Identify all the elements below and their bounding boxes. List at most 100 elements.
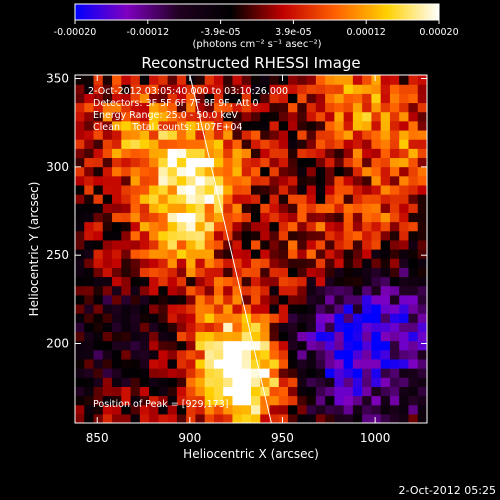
heatmap-cell (278, 230, 289, 241)
heatmap-cell (167, 404, 178, 415)
heatmap-cell (399, 340, 410, 351)
heatmap-cell (167, 148, 178, 159)
heatmap-cell (176, 120, 187, 131)
heatmap-cell (93, 75, 104, 85)
heatmap-cell (269, 75, 280, 85)
heatmap-cell (75, 184, 85, 195)
heatmap-cell (352, 395, 363, 406)
heatmap-cell (139, 303, 150, 314)
heatmap-cell (260, 203, 271, 213)
heatmap-cell (269, 212, 280, 223)
heatmap-cell (297, 157, 308, 168)
heatmap-cell (75, 166, 85, 177)
heatmap-cell (417, 322, 427, 333)
heatmap-cell (223, 139, 234, 149)
heatmap-cell (232, 349, 243, 360)
heatmap-cell (380, 386, 391, 397)
heatmap-cell (75, 175, 85, 186)
heatmap-cell (399, 413, 410, 423)
heatmap-cell (186, 349, 197, 360)
heatmap-cell (112, 377, 122, 387)
heatmap-cell (417, 175, 427, 186)
heatmap-cell (278, 349, 289, 360)
heatmap-cell (325, 276, 335, 287)
heatmap-cell (288, 203, 298, 213)
heatmap-cell (278, 175, 289, 186)
heatmap-cell (102, 331, 113, 342)
heatmap-cell (306, 184, 317, 195)
heatmap-cell (121, 93, 132, 104)
heatmap-cell (260, 276, 271, 287)
heatmap-cell (334, 111, 345, 122)
heatmap-cell (241, 102, 252, 113)
heatmap-cell (121, 148, 132, 159)
heatmap-cell (93, 368, 104, 378)
heatmap-cell (213, 349, 224, 360)
heatmap-cell (121, 203, 132, 213)
heatmap-cell (195, 184, 206, 195)
heatmap-cell (75, 285, 85, 296)
heatmap-cell (297, 377, 308, 387)
heatmap-cell (241, 184, 252, 195)
heatmap-cell (121, 139, 132, 149)
heatmap-cell (278, 102, 289, 113)
heatmap-cell (389, 395, 400, 406)
heatmap-cell (362, 368, 373, 378)
footer-timestamp: 2-Oct-2012 05:25 (399, 484, 496, 497)
heatmap-cell (204, 129, 215, 140)
heatmap-cell (158, 221, 169, 232)
heatmap-cell (251, 184, 261, 195)
heatmap-cell (121, 386, 132, 397)
heatmap-cell (84, 349, 95, 360)
heatmap-cell (343, 368, 354, 378)
heatmap-cell (232, 386, 243, 397)
heatmap-cell (102, 239, 113, 250)
heatmap-cell (130, 258, 141, 268)
heatmap-cell (325, 386, 335, 397)
heatmap-cell (158, 368, 169, 378)
heatmap-cell (213, 322, 224, 333)
heatmap-cell (334, 184, 345, 195)
heatmap-cell (121, 340, 132, 351)
heatmap-cell (417, 157, 427, 168)
heatmap-cell (315, 322, 326, 333)
heatmap-cell (93, 267, 104, 278)
heatmap-cell (84, 184, 95, 195)
heatmap-cell (297, 368, 308, 378)
heatmap-cell (75, 194, 85, 204)
heatmap-cell (241, 148, 252, 159)
heatmap-cell (130, 267, 141, 278)
heatmap-cell (352, 413, 363, 423)
heatmap-cell (195, 386, 206, 397)
heatmap-cell (121, 239, 132, 250)
heatmap-cell (297, 139, 308, 149)
heatmap-cell (399, 212, 410, 223)
heatmap-cell (371, 203, 382, 213)
heatmap-cell (204, 395, 215, 406)
heatmap-cell (399, 221, 410, 232)
heatmap-cell (130, 368, 141, 378)
heatmap-cell (176, 285, 187, 296)
heatmap-cell (204, 303, 215, 314)
heatmap-cell (186, 111, 197, 122)
heatmap-cell (288, 148, 298, 159)
heatmap-cell (195, 313, 206, 323)
heatmap-cell (389, 148, 400, 159)
heatmap-cell (315, 84, 326, 94)
heatmap-cell (325, 377, 335, 387)
heatmap-cell (278, 285, 289, 296)
heatmap-cell (278, 358, 289, 369)
heatmap-cell (176, 157, 187, 168)
heatmap-cell (297, 386, 308, 397)
heatmap-cell (241, 413, 252, 423)
heatmap-cell (362, 148, 373, 159)
heatmap-cell (371, 139, 382, 149)
heatmap-cell (102, 386, 113, 397)
heatmap-cell (121, 413, 132, 423)
heatmap-cell (325, 157, 335, 168)
heatmap-cell (204, 285, 215, 296)
heatmap-cell (288, 377, 298, 387)
heatmap-cell (408, 276, 419, 287)
heatmap-cell (269, 349, 280, 360)
heatmap-cell (195, 212, 206, 223)
